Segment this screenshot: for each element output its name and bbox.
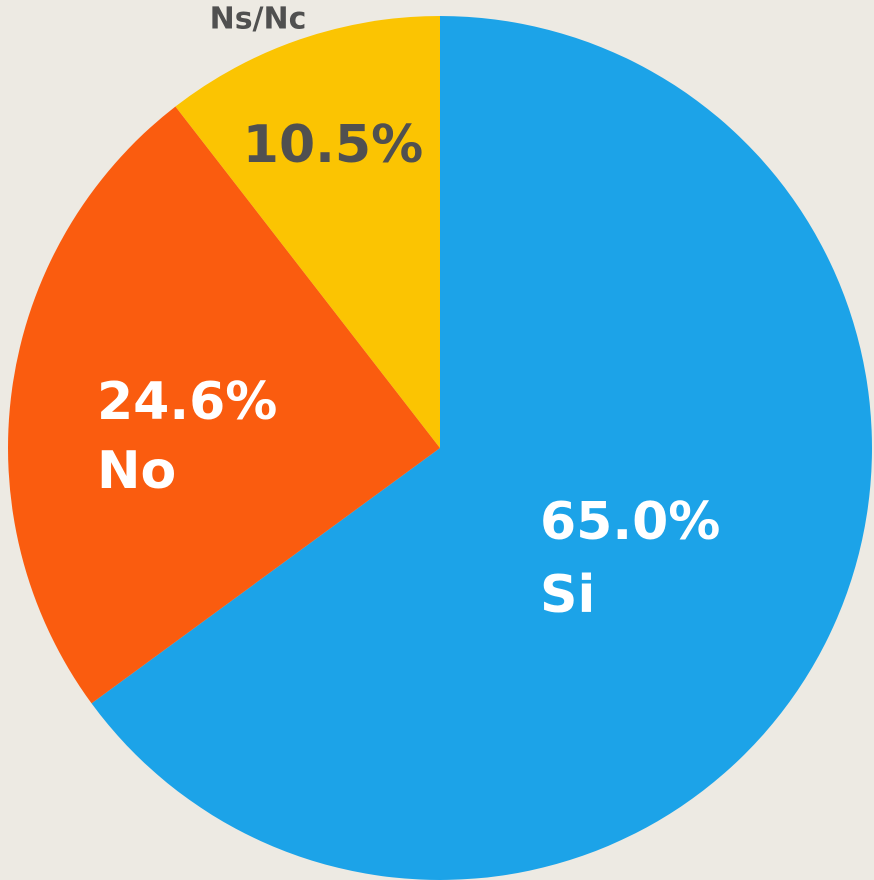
- category-label: No: [97, 441, 176, 501]
- pie-slice: [175, 15, 440, 448]
- pie-slice: [7, 106, 440, 704]
- pie-slice: [91, 16, 873, 880]
- category-label: Ns/Nc: [210, 2, 307, 37]
- value-label: 10.5%: [243, 115, 423, 175]
- category-label: Si: [540, 565, 595, 625]
- value-label: 65.0%: [540, 492, 720, 552]
- value-label: 24.6%: [97, 372, 277, 432]
